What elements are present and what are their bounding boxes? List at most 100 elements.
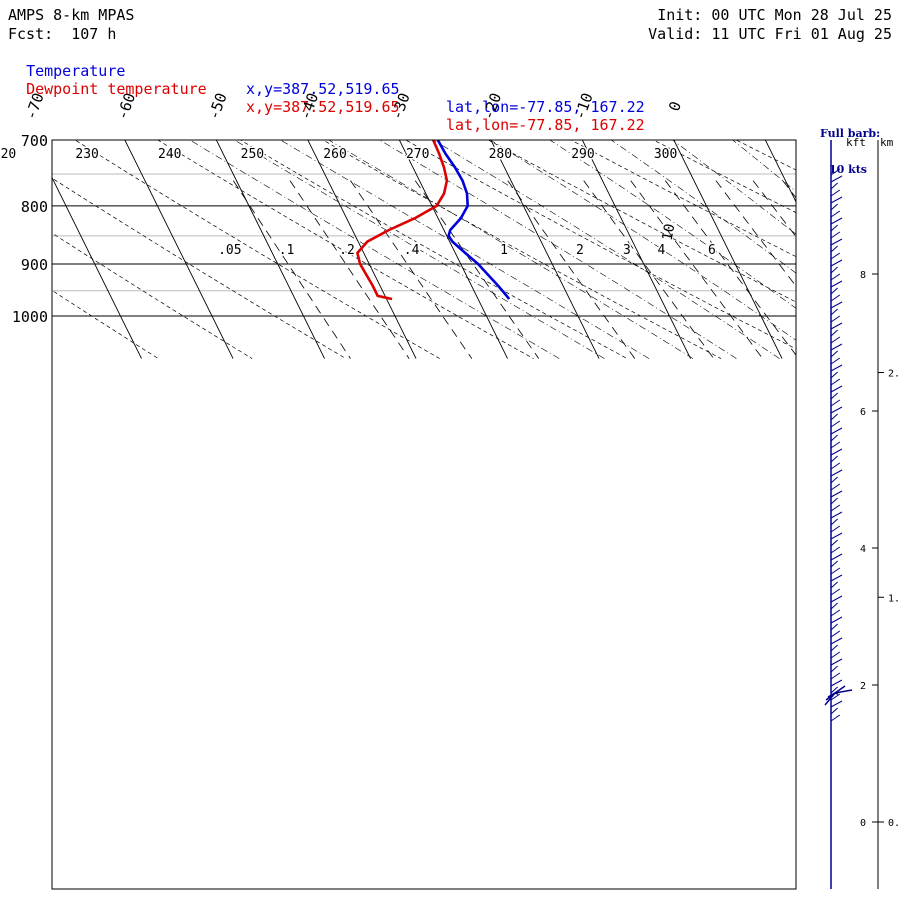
wind-barb	[830, 490, 843, 498]
dry-adiabat-label: 260	[323, 147, 346, 162]
wind-barb	[830, 273, 841, 281]
wind-barb	[830, 497, 838, 505]
mixing-ratio-label: 2	[576, 243, 584, 258]
wind-barb	[830, 182, 838, 190]
wind-barb	[830, 196, 843, 204]
legend-dewpoint-xy: x,y=387.52,519.65	[246, 98, 400, 116]
wind-barb	[830, 280, 843, 288]
wind-barb	[830, 602, 838, 610]
fcst-value: 107 h	[71, 25, 117, 43]
wind-barb	[830, 371, 838, 379]
wind-barb	[830, 483, 841, 491]
plot-frame	[51, 139, 797, 890]
wind-profile: 0 2 4 6 8 0. 1. 2.	[824, 140, 900, 889]
isotherm-label-group: -60	[113, 90, 139, 122]
isotherm-label: -60	[113, 90, 139, 122]
wind-barb	[830, 399, 841, 407]
wind-barb	[830, 665, 838, 673]
wind-barb	[830, 700, 843, 708]
pressure-axis: 700 800 900 1000	[12, 132, 48, 326]
legend-temperature: Temperature x,y=387.52,519.65 lat,lon=-7…	[8, 44, 645, 116]
wind-barb	[830, 245, 838, 253]
isotherm-line	[581, 140, 691, 359]
wind-note-line2: 10 kts	[828, 163, 868, 176]
wind-barb	[830, 378, 841, 386]
pressure-tick-label: 900	[21, 256, 48, 274]
isotherm-label-group: -30	[388, 90, 414, 122]
kft-tick-label: 4	[860, 544, 866, 555]
wind-barb	[830, 567, 841, 575]
dry-adiabat-line	[157, 140, 534, 359]
init-value: 00 UTC Mon 28 Jul 25	[711, 6, 892, 24]
wind-barb	[830, 462, 841, 470]
wind-barb	[830, 693, 841, 701]
wind-barb	[830, 511, 843, 519]
kft-tick-label: 2	[860, 681, 866, 692]
mixing-ratio-line	[782, 180, 796, 199]
isotherm-label: -30	[388, 90, 414, 122]
wind-barb	[830, 623, 838, 631]
wind-barb	[830, 294, 841, 302]
moist-adiabat-line	[432, 140, 780, 359]
wind-barb	[830, 644, 838, 652]
wind-barb	[830, 266, 838, 274]
isotherm-label-group: -50	[205, 90, 231, 122]
legend-temperature-name: Temperature	[26, 62, 126, 80]
valid-label: Valid:	[648, 25, 703, 43]
mixing-ratio-labels: .05 .1 .2 .4 1 2 3 4 6 10	[217, 223, 718, 260]
wind-barb	[830, 518, 838, 526]
dry-adiabat-label: 230	[75, 147, 98, 162]
wind-barb-cluster	[827, 692, 836, 698]
mixing-ratio-line	[715, 180, 796, 287]
wind-barb	[830, 301, 843, 309]
mixing-ratio-label: .1	[279, 243, 295, 258]
wind-barb	[830, 546, 841, 554]
dry-adiabat-line	[735, 140, 796, 171]
wind-barb	[830, 532, 843, 540]
wind-barb	[830, 616, 843, 624]
wind-barb	[830, 539, 838, 547]
wind-barb	[830, 420, 841, 428]
moist-adiabat-line	[328, 140, 694, 359]
km-tick-label: 1.	[888, 593, 900, 604]
dry-adiabat-line	[322, 140, 722, 359]
dry-adiabat-line	[570, 140, 796, 257]
wind-note-line1: Full barb:	[820, 127, 881, 140]
wind-barb	[830, 385, 843, 393]
moist-adiabat-line	[378, 140, 737, 359]
pressure-tick-label: 700	[21, 132, 48, 150]
wind-barb	[830, 679, 843, 687]
dry-adiabat-label: 270	[406, 147, 429, 162]
wind-barb	[830, 252, 841, 260]
mixing-ratio-label: 4	[658, 243, 666, 258]
isotherm-label: -10	[571, 90, 597, 122]
wind-barb	[830, 441, 841, 449]
wind-barb	[830, 448, 843, 456]
legend-temperature-latlon: lat,lon=-77.85, 167.22	[446, 98, 645, 116]
pressure-tick-label: 800	[21, 198, 48, 216]
isotherm-labels: -70 -60 -50 -40 -30 -20 -10 0	[22, 90, 686, 122]
mixing-ratio-line	[289, 180, 410, 359]
wind-barb-cluster	[834, 689, 853, 694]
dry-adiabat-line	[487, 140, 796, 303]
isotherm-label: -40	[296, 90, 322, 122]
moist-adiabat-line	[280, 140, 650, 359]
pressure-tick-label: 1000	[12, 308, 48, 326]
adiabat-labels: 220 230 240 250 260 270 280 290 300	[0, 146, 679, 164]
wind-barb	[830, 406, 843, 414]
wind-barb	[830, 686, 838, 694]
dry-adiabat-label: 280	[489, 147, 512, 162]
wind-barb	[830, 672, 841, 680]
isotherm-label: -20	[479, 90, 505, 122]
wind-barb	[830, 259, 843, 267]
wind-barb	[830, 553, 843, 561]
wind-barb	[830, 707, 838, 715]
wind-barb	[830, 343, 843, 351]
mixing-ratio-label: .05	[218, 243, 241, 258]
wind-barb	[830, 175, 843, 183]
wind-barb	[830, 308, 838, 316]
wind-barb	[830, 350, 838, 358]
mixing-ratio-line	[752, 180, 796, 238]
kft-tick-label: 6	[860, 407, 866, 418]
wind-barb	[830, 336, 841, 344]
